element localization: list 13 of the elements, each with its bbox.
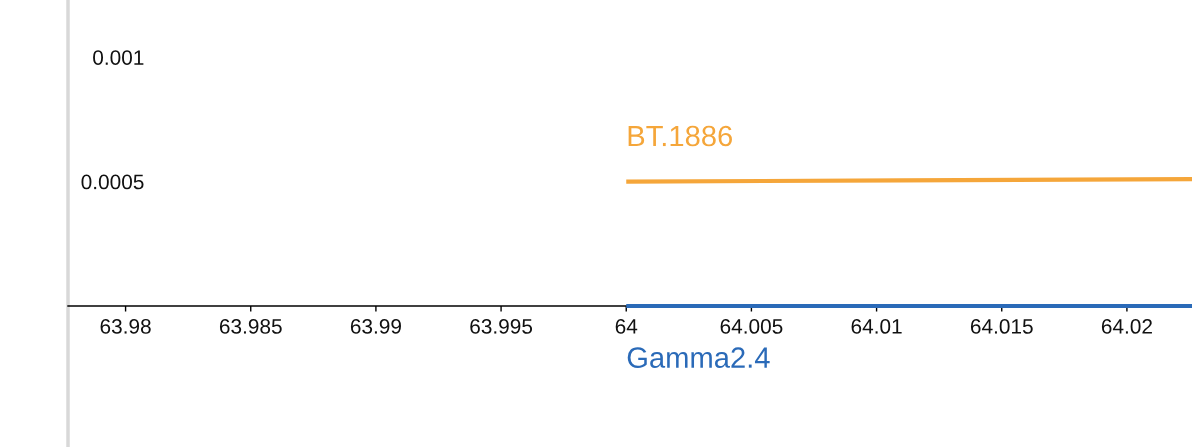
x-tick-label: 64.015 [970, 319, 1033, 334]
x-tick-label: 63.99 [350, 319, 401, 334]
x-tick-label: 63.995 [470, 319, 533, 334]
x-tick-label: 63.985 [219, 319, 282, 334]
series-label: Gamma2.4 [627, 347, 770, 368]
x-tick-label: 64.005 [720, 319, 783, 334]
x-tick-label: 64 [615, 319, 638, 334]
x-tick-label: 64.01 [851, 319, 902, 334]
x-tick-label: 64.02 [1101, 319, 1152, 334]
x-tick-label: 63.98 [100, 319, 151, 334]
y-tick-label: 0.001 [93, 50, 144, 65]
y-tick-label: 0.0005 [81, 174, 144, 190]
series-label: BT.1886 [628, 125, 732, 147]
